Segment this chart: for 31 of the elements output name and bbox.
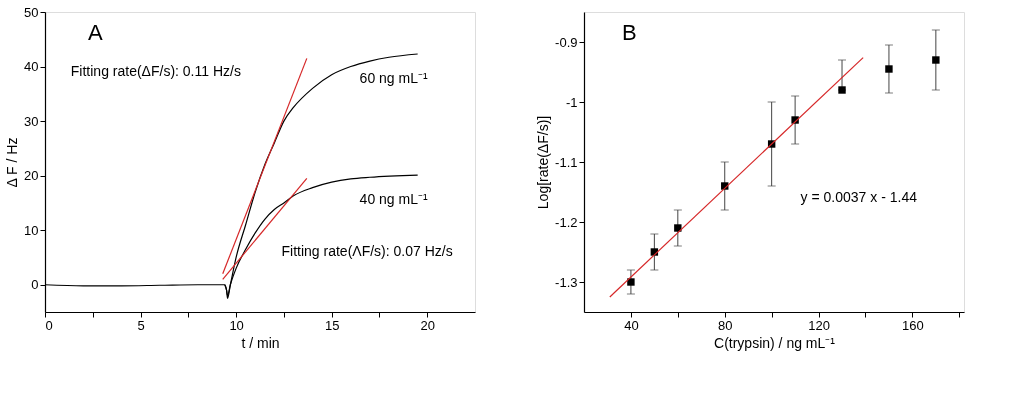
x-axis-title: C(trypsin) / ng mL⁻¹	[714, 334, 836, 351]
y-tick-label: -0.9	[555, 34, 578, 50]
x-tick-label: 120	[808, 317, 830, 333]
y-tick-label: -1	[565, 94, 578, 110]
x-tick-label: 0	[45, 317, 53, 333]
annotation: Fitting rate(ΛF/s): 0.07 Hz/s	[281, 243, 453, 259]
y-tick-label: 20	[24, 168, 39, 184]
y-tick-label: -1.3	[555, 274, 578, 290]
annotation: y = 0.0037 x - 1.44	[800, 189, 918, 205]
y-tick-label: 0	[31, 277, 39, 293]
x-tick-label: 10	[229, 317, 244, 333]
annotation: Fitting rate(ΔF/s): 0.11 Hz/s	[70, 63, 241, 79]
x-axis-title: t / min	[241, 334, 280, 351]
y-tick-label: 50	[24, 4, 39, 20]
y-axis-title: Log[rate(ΔF/s)]	[535, 115, 552, 210]
annotation: A	[88, 20, 103, 45]
series-label: 60 ng mL⁻¹	[359, 70, 428, 86]
y-axis-title: Δ F / Hz	[4, 137, 21, 188]
x-tick-label: 40	[624, 317, 639, 333]
y-tick-label: -1.2	[555, 214, 578, 230]
series-label: 40 ng mL⁻¹	[359, 191, 428, 208]
y-tick-label: 30	[24, 113, 39, 129]
y-tick-label: 40	[24, 59, 39, 75]
x-tick-label: 160	[902, 317, 924, 333]
x-tick-label: 15	[324, 317, 340, 333]
x-tick-label: 80	[718, 317, 733, 333]
y-tick-label: -1.1	[555, 154, 578, 170]
y-tick-label: 10	[24, 222, 39, 238]
annotation: B	[622, 20, 637, 45]
x-tick-label: 20	[420, 317, 435, 333]
x-tick-label: 5	[137, 317, 145, 333]
